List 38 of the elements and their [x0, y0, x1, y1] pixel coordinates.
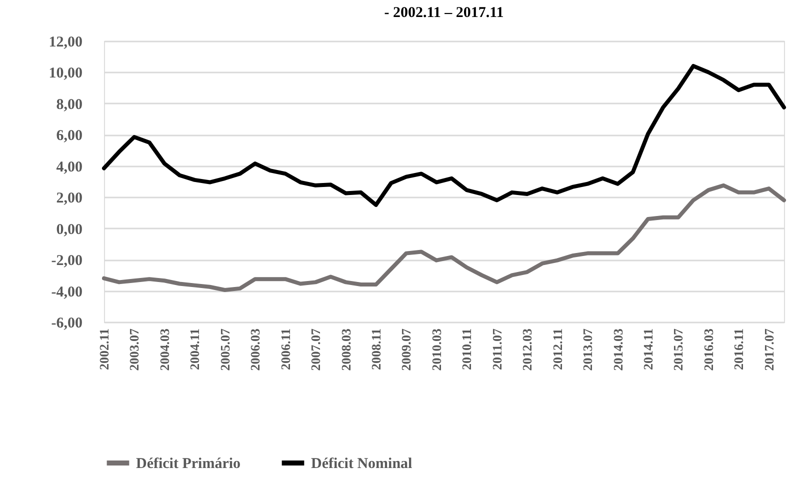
x-tick-label: 2003.07: [126, 328, 142, 371]
x-tick-label: 2008.11: [368, 328, 384, 370]
y-tick-label: 10,00: [48, 66, 82, 82]
x-tick-label: 2006.11: [278, 328, 293, 370]
line-series: [102, 183, 786, 292]
x-tick-label: 2002.11: [96, 328, 112, 370]
y-tick-label: -2,00: [51, 253, 82, 270]
x-tick-label: 2016.03: [700, 328, 716, 371]
x-tick-label: 2008.03: [338, 328, 354, 371]
legend-label: Déficit Nominal: [311, 456, 412, 472]
x-tick-label: 2010.03: [428, 328, 444, 371]
y-tick-label: -6,00: [51, 316, 82, 332]
x-tick-label: 2014.03: [610, 328, 626, 371]
x-tick-label: 2012.03: [520, 328, 535, 371]
x-tick-label: 2015.07: [670, 328, 686, 371]
y-tick-label: 12,00: [48, 34, 82, 50]
y-tick-label: 0,00: [56, 222, 82, 238]
y-tick-label: 8,00: [56, 96, 82, 113]
x-tick-label: 2005.07: [217, 328, 232, 371]
line-series: [102, 64, 786, 207]
x-tick-label: 2014.11: [640, 328, 656, 370]
x-tick-label: 2017.07: [761, 328, 776, 371]
x-tick-label: 2007.07: [308, 328, 324, 371]
x-tick-label: 2013.07: [580, 328, 596, 371]
x-tick-label: 2011.07: [489, 328, 504, 370]
chart-title: - 2002.11 – 2017.11: [384, 5, 504, 21]
x-tick-label: 2016.11: [731, 328, 746, 370]
y-tick-label: 4,00: [56, 159, 82, 176]
y-tick-label: 6,00: [56, 128, 82, 144]
y-tick-label: -4,00: [51, 284, 82, 300]
x-tick-label: 2006.03: [248, 328, 263, 371]
x-tick-label: 2004.11: [187, 328, 202, 370]
x-tick-label: 2012.11: [550, 328, 565, 370]
x-tick-label: 2009.07: [398, 328, 414, 371]
y-tick-label: 2,00: [56, 190, 82, 207]
x-tick-label: 2010.11: [459, 328, 474, 370]
x-tick-label: 2004.03: [156, 328, 172, 371]
legend-label: Déficit Primário: [136, 456, 241, 472]
